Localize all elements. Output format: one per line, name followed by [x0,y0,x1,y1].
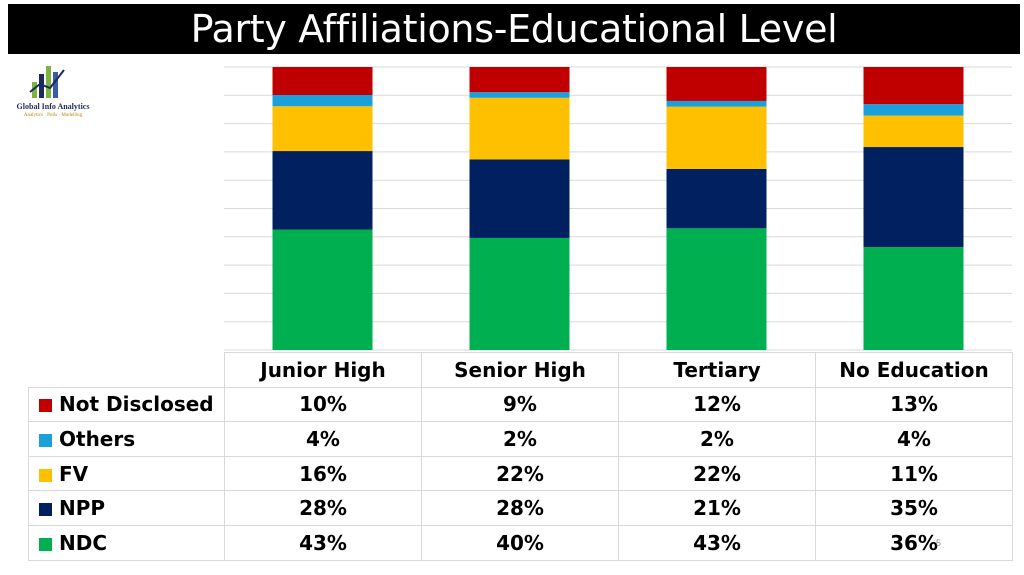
stacked-bar-chart [224,66,1012,351]
legend-swatch [39,468,52,482]
slide-title: Party Affiliations-Educational Level [8,4,1020,54]
category-label: Tertiary [618,352,816,388]
category-label: No Education [815,352,1013,388]
data-label-others: 4% [815,421,1013,457]
data-label-ndc: 43% [618,524,816,561]
data-label-not-disclosed: 9% [421,386,619,423]
company-logo: Global Info Analytics Analytics · Polls … [8,62,98,124]
data-label-ndc: 36% [815,524,1013,561]
bar-segment-fv [863,115,964,148]
bar-segment-ndc [272,229,373,350]
logo-bars-icon [29,66,65,98]
data-table: Junior High Senior High Tertiary No Educati… [28,352,1013,561]
bar-segment-others [272,95,373,107]
table-row: FV 16% 22% 22% 11% [28,455,1013,492]
legend-entry-fv: FV [28,455,225,492]
logo-name: Global Info Analytics [16,102,90,111]
bar-segment-ndc [863,247,964,350]
data-label-fv: 22% [618,455,816,492]
page-number: 5 [936,538,942,548]
legend-entry-ndc: NDC [28,524,225,561]
data-label-not-disclosed: 13% [815,386,1013,423]
bar-segment-npp [469,159,570,238]
table-corner [28,352,225,388]
bar-segment-others [863,104,964,116]
data-label-npp: 28% [224,490,422,526]
data-label-fv: 11% [815,455,1013,492]
bar-segment-fv [666,106,767,169]
bar-segment-not-disclosed [863,67,964,105]
data-label-others: 2% [618,421,816,457]
bar-segment-fv [272,106,373,152]
bar-segment-npp [272,151,373,230]
legend-swatch [39,433,52,447]
category-label: Junior High [224,352,422,388]
bar-segment-others [666,100,767,107]
bar-segment-npp [863,147,964,248]
table-row: Others 4% 2% 2% 4% [28,421,1013,457]
legend-label: Not Disclosed [59,392,214,417]
category-label: Senior High [421,352,619,388]
data-label-not-disclosed: 12% [618,386,816,423]
data-label-others: 4% [224,421,422,457]
bar-segment-not-disclosed [666,67,767,101]
bar-segment-not-disclosed [272,67,373,96]
data-label-npp: 21% [618,490,816,526]
bar-segment-others [469,92,570,98]
legend-swatch [39,503,52,517]
legend-label: Others [59,426,136,451]
data-label-ndc: 43% [224,524,422,561]
bar-segment-ndc [666,228,767,350]
table-row: NPP 28% 28% 21% 35% [28,490,1013,526]
bar-segment-npp [666,168,767,229]
legend-swatch [39,399,52,413]
legend-swatch [39,537,52,551]
legend-label: FV [59,461,89,486]
legend-entry-npp: NPP [28,490,225,526]
logo-tagline: Analytics · Polls · Modelling [23,113,83,118]
legend-entry-not-disclosed: Not Disclosed [28,386,225,423]
bar-segment-fv [469,97,570,160]
data-label-fv: 16% [224,455,422,492]
legend-label: NPP [59,496,106,521]
table-header-row: Junior High Senior High Tertiary No Educati… [28,352,1013,388]
bar-segment-ndc [469,237,570,350]
data-label-not-disclosed: 10% [224,386,422,423]
data-label-npp: 35% [815,490,1013,526]
data-label-ndc: 40% [421,524,619,561]
bar-segment-not-disclosed [469,67,570,93]
legend-entry-others: Others [28,421,225,457]
data-label-npp: 28% [421,490,619,526]
table-row: NDC 43% 40% 43% 36% [28,524,1013,561]
data-label-fv: 22% [421,455,619,492]
data-label-others: 2% [421,421,619,457]
table-row: Not Disclosed 10% 9% 12% 13% [28,386,1013,423]
legend-label: NDC [59,530,108,555]
